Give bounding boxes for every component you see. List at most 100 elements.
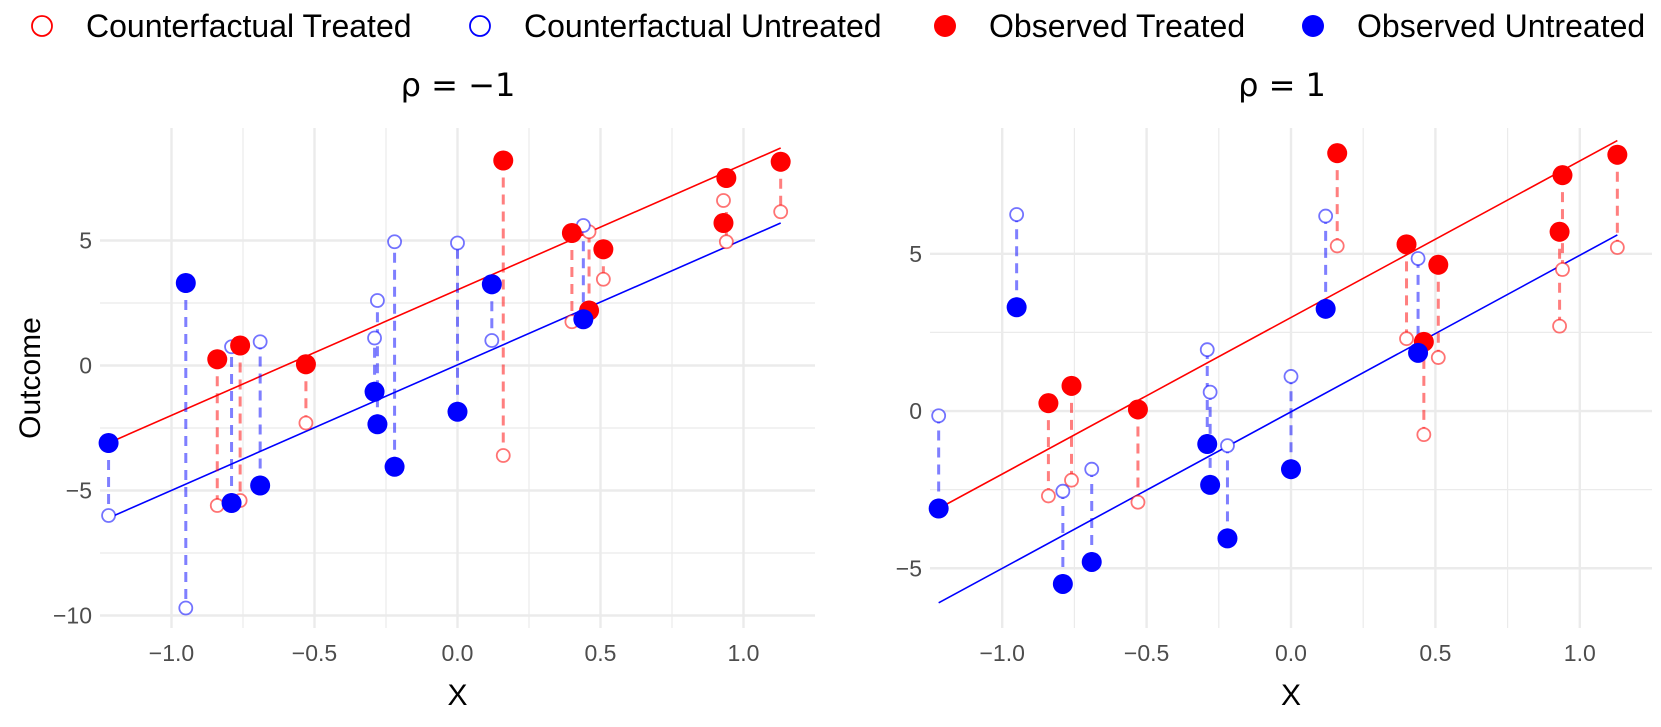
observed-treated-point	[1038, 393, 1059, 414]
observed-untreated-point	[928, 498, 949, 519]
panel-title: ρ = 1	[1238, 66, 1326, 104]
counterfactual-treated-point	[1552, 318, 1567, 334]
observed-treated-point	[593, 239, 614, 260]
legend-label-1: Counterfactual Treated	[86, 8, 412, 44]
untreated-fit-line	[108, 222, 782, 519]
panel-title: ρ = −1	[401, 66, 516, 104]
counterfactual-treated-point	[1041, 488, 1056, 504]
y-tick-label: −5	[896, 555, 922, 581]
x-axis-title: X	[447, 679, 467, 712]
legend-key-4	[1302, 15, 1324, 37]
observed-untreated-point	[481, 274, 502, 295]
panel-rho-minus-1: −1.0 −0.5 0.0 0.5 1.0 −10 −5 0 5 ρ = −1 X Outcome	[14, 66, 815, 712]
counterfactual-treated-point	[716, 193, 731, 208]
observed-treated-point	[1607, 144, 1628, 165]
counterfactual-untreated-point	[367, 330, 382, 346]
counterfactual-treated-point	[1609, 240, 1625, 255]
counterfactual-untreated-point	[370, 293, 385, 308]
legend-label-4: Observed Untreated	[1357, 8, 1645, 44]
observed-untreated-point	[1281, 459, 1301, 480]
observed-treated-point	[207, 349, 228, 370]
counterfactual-treated-point	[1064, 472, 1079, 488]
counterfactual-treated-point	[495, 448, 511, 463]
x-tick-label: −0.5	[292, 640, 337, 666]
y-axis-title: Outcome	[14, 317, 47, 439]
legend-key-3	[934, 15, 956, 37]
observed-treated-point	[1327, 143, 1348, 164]
counterfactual-untreated-point	[178, 600, 194, 616]
counterfactual-treated-point	[718, 234, 734, 250]
counterfactual-untreated-point	[450, 235, 465, 251]
counterfactual-treated-point	[1329, 238, 1345, 254]
observed-treated-point	[1549, 221, 1570, 242]
x-tick-label: −1.0	[149, 640, 194, 666]
treated-fit-line	[108, 147, 782, 444]
x-axis-title: X	[1281, 679, 1301, 712]
counterfactual-untreated-point	[1410, 251, 1426, 266]
observed-treated-point	[1396, 234, 1417, 255]
x-tick-label: 1.0	[728, 640, 760, 666]
observed-treated-point	[770, 151, 791, 172]
observed-treated-point	[713, 213, 734, 233]
observed-treated-point	[1127, 399, 1148, 420]
legend: Counterfactual Treated Counterfactual Unt…	[31, 8, 1645, 44]
counterfactual-untreated-point	[1055, 483, 1071, 499]
x-tick-label: 0.0	[1275, 640, 1307, 666]
observed-untreated-point	[1200, 474, 1221, 495]
x-tick-label: −1.0	[979, 640, 1024, 666]
panel-rho-plus-1: −1.0 −0.5 0.0 0.5 1.0 −5 0 5 ρ = 1 X	[896, 66, 1652, 712]
counterfactual-untreated-point	[484, 333, 500, 348]
y-tick-label: 0	[909, 398, 922, 424]
legend-key-1	[31, 15, 53, 37]
counterfactual-untreated-point	[1084, 461, 1100, 477]
counterfactual-treated-point	[1399, 331, 1414, 347]
counterfactual-untreated-point	[931, 408, 947, 424]
observed-treated-point	[1428, 254, 1449, 275]
observed-untreated-point	[384, 456, 405, 477]
observed-treated-point	[295, 354, 316, 375]
y-tick-label: −10	[53, 603, 92, 629]
legend-key-2	[469, 15, 491, 37]
counterfactual-treated-point	[595, 271, 611, 287]
x-tick-label: 0.5	[1419, 640, 1451, 666]
counterfactual-untreated-point	[1009, 207, 1025, 222]
observed-treated-point	[716, 168, 737, 188]
observed-untreated-point	[573, 309, 594, 330]
observed-untreated-point	[1081, 551, 1102, 572]
counterfactual-treated-point	[1555, 262, 1570, 277]
legend-label-2: Counterfactual Untreated	[524, 8, 882, 44]
counterfactual-untreated-point	[387, 234, 402, 250]
x-tick-label: 0.0	[442, 640, 474, 666]
y-tick-label: 5	[79, 228, 92, 254]
observed-treated-point	[561, 223, 582, 243]
observed-treated-point	[493, 150, 514, 171]
counterfactual-treated-point	[1430, 350, 1446, 365]
observed-untreated-point	[1197, 434, 1218, 455]
x-tick-label: 1.0	[1564, 640, 1596, 666]
observed-untreated-point	[221, 493, 242, 513]
observed-untreated-point	[1052, 573, 1073, 594]
counterfactual-treated-point	[298, 415, 314, 431]
counterfactual-treated-point	[1130, 494, 1146, 510]
observed-untreated-point	[1315, 298, 1336, 319]
x-tick-label: −0.5	[1124, 640, 1169, 666]
counterfactual-treated-point	[1416, 427, 1432, 443]
observed-treated-point	[230, 335, 251, 356]
observed-untreated-point	[447, 401, 468, 422]
counterfactual-untreated-point	[252, 334, 268, 350]
counterfactual-untreated-point	[1202, 384, 1218, 400]
observed-untreated-point	[1006, 297, 1027, 318]
observed-untreated-point	[364, 381, 385, 402]
observed-untreated-point	[1408, 342, 1429, 363]
counterfactual-untreated-point	[1220, 438, 1235, 454]
y-tick-label: −5	[66, 478, 92, 504]
y-tick-label: 5	[909, 241, 922, 267]
observed-untreated-point	[1217, 528, 1238, 549]
untreated-fit-line	[938, 234, 1618, 604]
observed-untreated-point	[175, 273, 196, 293]
counterfactual-untreated-point	[1199, 342, 1215, 358]
treated-fit-line	[938, 139, 1618, 510]
legend-label-3: Observed Treated	[989, 8, 1245, 44]
observed-treated-point	[1061, 375, 1082, 396]
